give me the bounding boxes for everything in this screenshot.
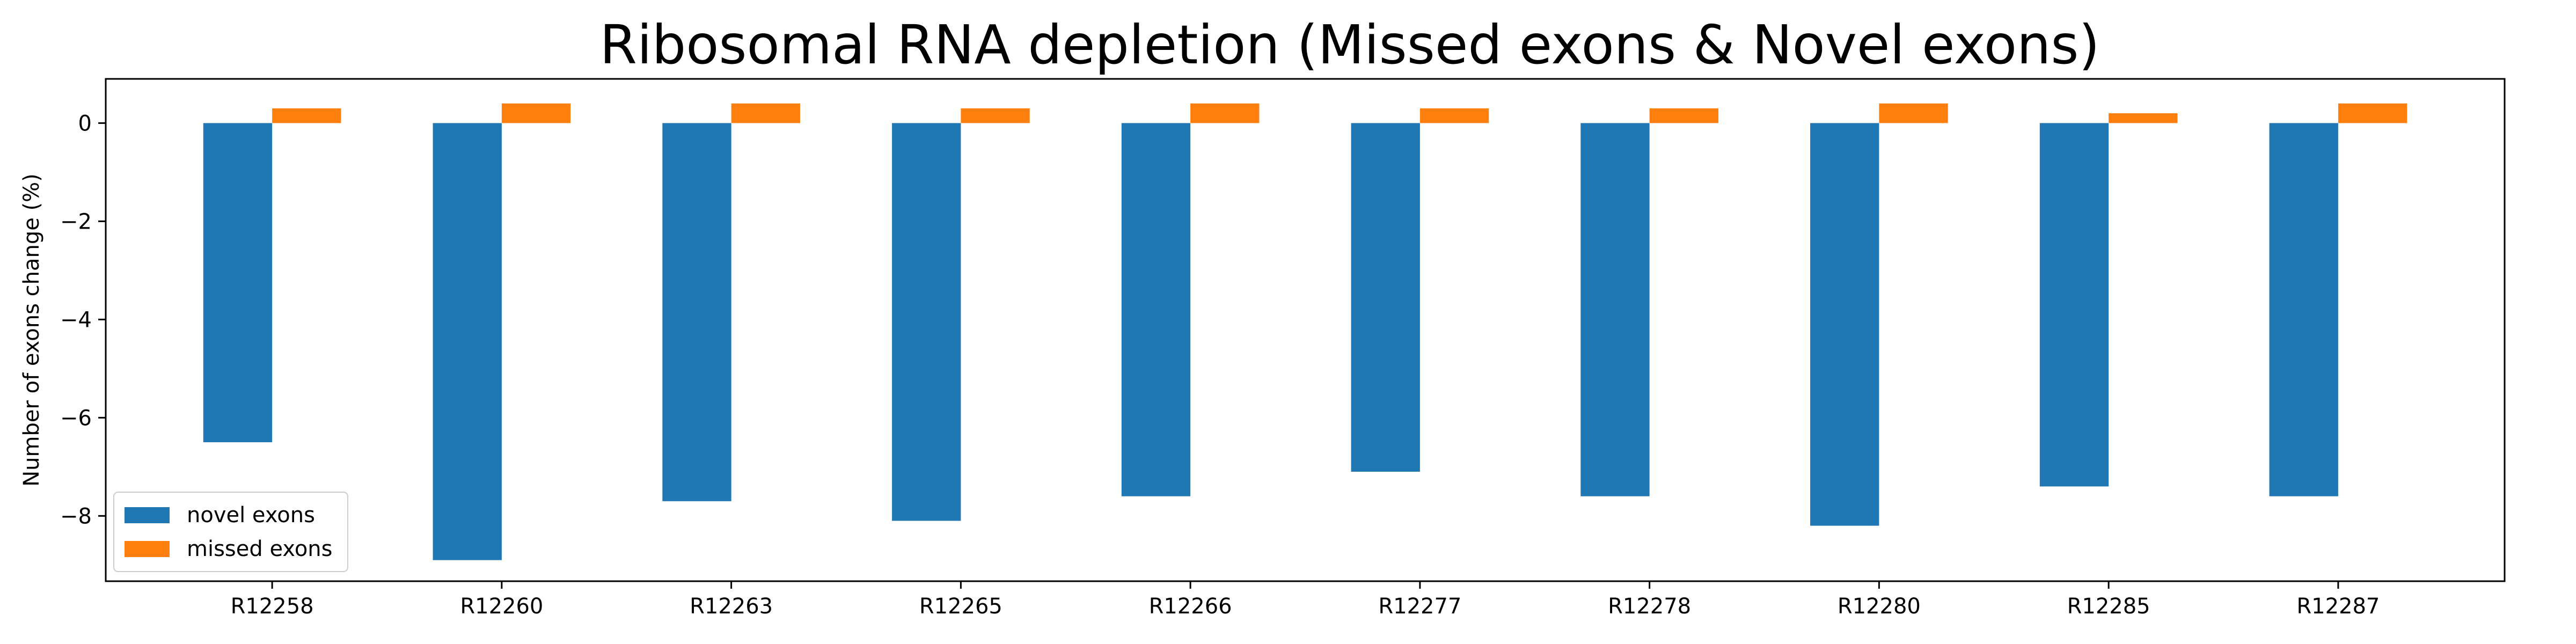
chart-title: Ribosomal RNA depletion (Missed exons & … (599, 13, 2099, 76)
bar-missed-exons-R12280 (1879, 103, 1948, 123)
y-tick-label: −4 (60, 308, 92, 332)
bar-missed-exons-R12278 (1649, 108, 1718, 123)
x-tick-label: R12287 (2296, 594, 2380, 619)
bar-missed-exons-R12258 (272, 108, 341, 123)
bar-novel-exons-R12260 (433, 123, 502, 560)
x-tick-label: R12280 (1838, 594, 1921, 619)
x-tick-label: R12277 (1378, 594, 1461, 619)
y-tick-label: −8 (60, 504, 92, 529)
y-axis: 0 −2 −4 −6 −8 (60, 111, 106, 529)
legend-label-missed-exons: missed exons (187, 537, 332, 561)
bar-novel-exons-R12280 (1810, 123, 1879, 526)
bar-missed-exons-R12260 (501, 103, 571, 123)
y-tick-label: −2 (60, 209, 92, 234)
bar-missed-exons-R12263 (731, 103, 800, 123)
bar-missed-exons-R12277 (1419, 108, 1489, 123)
x-tick-label: R12265 (919, 594, 1002, 619)
plot-area (203, 103, 2407, 560)
bar-novel-exons-R12287 (2269, 123, 2338, 496)
legend-swatch-novel-exons (125, 507, 170, 523)
bar-novel-exons-R12285 (2039, 123, 2109, 487)
x-tick-label: R12278 (1608, 594, 1691, 619)
x-tick-label: R12266 (1149, 594, 1232, 619)
bar-missed-exons-R12265 (961, 108, 1030, 123)
bar-novel-exons-R12263 (662, 123, 731, 501)
bar-missed-exons-R12266 (1190, 103, 1260, 123)
bar-novel-exons-R12278 (1580, 123, 1650, 496)
bar-missed-exons-R12287 (2338, 103, 2407, 123)
bar-novel-exons-R12266 (1121, 123, 1191, 496)
bar-novel-exons-R12258 (203, 123, 273, 443)
x-axis: R12258 R12260 R12263 R12265 R12266 R12277 R122… (231, 581, 2380, 619)
legend-box (113, 492, 348, 572)
x-tick-label: R12260 (460, 594, 543, 619)
y-tick-label: 0 (78, 111, 92, 136)
legend-swatch-missed-exons (125, 541, 170, 557)
x-tick-label: R12258 (231, 594, 314, 619)
bar-novel-exons-R12265 (892, 123, 961, 521)
x-tick-label: R12285 (2067, 594, 2150, 619)
bar-novel-exons-R12277 (1351, 123, 1420, 472)
bar-missed-exons-R12285 (2109, 113, 2178, 123)
y-axis-label: Number of exons change (%) (19, 173, 44, 487)
x-tick-label: R12263 (690, 594, 773, 619)
plot-frame (105, 78, 2506, 582)
legend: novel exons missed exons (113, 492, 348, 572)
legend-label-novel-exons: novel exons (187, 503, 315, 528)
y-tick-label: −6 (60, 406, 92, 430)
